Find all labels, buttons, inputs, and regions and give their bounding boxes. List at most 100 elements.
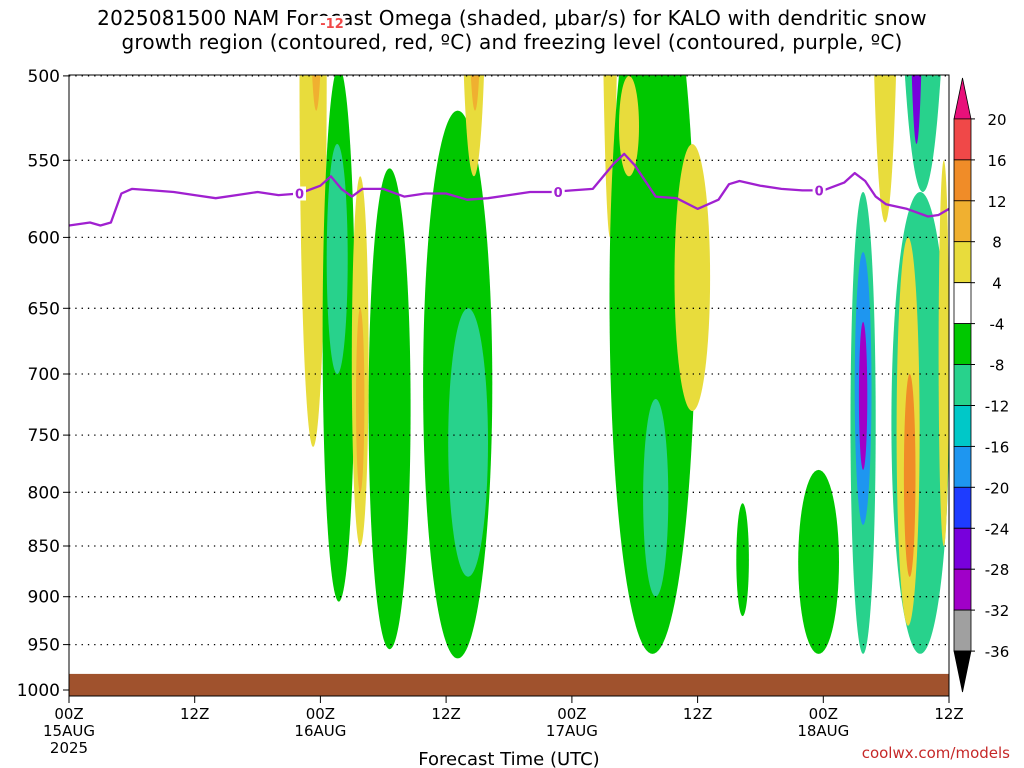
x-tick-label-6-1: 00Z	[809, 705, 838, 723]
contour-label-4: -12	[320, 17, 344, 32]
contour-label-9: 0	[815, 184, 824, 199]
colorbar-label-4: 4	[992, 275, 1002, 293]
chart-title-line-2: growth region (contoured, red, ºC) and f…	[121, 30, 903, 54]
x-tick-label-0-2: 15AUG	[43, 722, 95, 740]
x-tick-label-0-3: 2025	[50, 739, 88, 757]
x-tick-label-1-1: 12Z	[180, 705, 209, 723]
omega-region-19	[609, 75, 696, 654]
y-tick-label-850: 850	[28, 537, 60, 557]
y-tick-label-1000: 1000	[17, 681, 60, 701]
omega-region-25	[874, 75, 897, 223]
omega-region-30	[933, 75, 936, 76]
y-tick-label-750: 750	[28, 426, 60, 446]
omega-region-23	[736, 503, 749, 617]
colorbar-swatch-12	[953, 568, 972, 611]
contour-label-bg-4	[318, 16, 346, 30]
colorbar-swatch-10	[953, 486, 972, 529]
omega-region-8	[326, 144, 348, 374]
credit-text: coolwx.com/models	[861, 744, 1010, 762]
colorbar-label-7: -12	[985, 398, 1010, 416]
colorbar-label-0: 20	[987, 111, 1006, 129]
chart-title-line-1: 2025081500 NAM Forecast Omega (shaded, μ…	[97, 6, 927, 30]
colorbar-swatch-13	[953, 609, 972, 652]
colorbar-label-12: -32	[985, 602, 1010, 620]
omega-region-38	[938, 160, 949, 546]
colorbar-swatch-6	[953, 323, 972, 365]
omega-colorbar: 20 16 12 8 4 -4 -8 -12 -16 -20 -24 -28 -32 -36	[953, 77, 1010, 693]
omega-region-26	[886, 75, 889, 76]
x-tick-label-4-1: 00Z	[557, 705, 586, 723]
x-tick-label-5-1: 12Z	[683, 705, 712, 723]
colorbar-label-3: 8	[992, 234, 1002, 252]
contour-line-0-2	[69, 152, 949, 227]
x-tick-label-3-1: 12Z	[431, 705, 460, 723]
colorbar-label-9: -20	[985, 479, 1010, 497]
omega-region-21	[619, 75, 639, 177]
omega-region-37	[903, 374, 916, 577]
colorbar-label-1: 16	[987, 152, 1006, 170]
omega-region-31	[928, 0, 938, 21]
omega-shading	[299, 0, 949, 659]
y-tick-label-600: 600	[28, 228, 60, 248]
omega-region-11	[368, 168, 411, 650]
contour-label-8: 0	[554, 186, 563, 201]
temperature-contours	[69, 0, 949, 227]
y-tick-label-800: 800	[28, 483, 60, 503]
omega-region-10	[356, 308, 365, 493]
colorbar-label-6: -8	[990, 357, 1005, 375]
contour-label-bg-7	[293, 186, 306, 201]
omega-region-14	[448, 308, 488, 577]
y-axis: 2503003504004505005506006507007508008509…	[17, 67, 69, 701]
y-tick-label-700: 700	[28, 365, 60, 385]
ground-surface	[69, 673, 949, 696]
colorbar-label-8: -16	[985, 438, 1010, 456]
colorbar-swatch-11	[953, 527, 972, 570]
x-tick-label-4-2: 17AUG	[546, 722, 598, 740]
omega-region-16	[470, 75, 480, 111]
colorbar-swatch-1	[953, 118, 972, 161]
chart-title: 2025081500 NAM Forecast Omega (shaded, μ…	[0, 6, 1024, 54]
colorbar-swatch-0	[953, 77, 972, 120]
x-tick-label-2-2: 16AUG	[294, 722, 346, 740]
colorbar-label-13: -36	[985, 643, 1010, 661]
x-tick-label-6-2: 18AUG	[797, 722, 849, 740]
y-tick-label-650: 650	[28, 299, 60, 319]
contour-label-7: 0	[295, 188, 304, 203]
colorbar-swatch-4	[953, 241, 972, 283]
y-tick-label-900: 900	[28, 588, 60, 608]
colorbar-label-5: -4	[990, 316, 1005, 334]
omega-region-34	[858, 321, 868, 470]
omega-region-29	[911, 75, 922, 144]
omega-region-5	[299, 75, 327, 447]
omega-region-15	[463, 75, 484, 177]
omega-region-6	[312, 75, 321, 111]
colorbar-label-10: -24	[985, 520, 1010, 538]
plot-frame	[68, 74, 950, 697]
omega-region-22	[674, 144, 711, 412]
colorbar-swatch-3	[953, 200, 972, 243]
omega-region-12	[415, 75, 417, 76]
x-axis-label: Forecast Time (UTC)	[418, 749, 599, 768]
colorbar-label-11: -28	[985, 561, 1010, 579]
x-tick-label-2-1: 00Z	[306, 705, 335, 723]
colorbar-label-2: 12	[987, 193, 1006, 211]
contour-label-bg-9	[812, 183, 826, 198]
y-tick-label-950: 950	[28, 636, 60, 656]
colorbar-swatch-7	[953, 364, 972, 406]
x-tick-label-7-1: 12Z	[934, 705, 963, 723]
contour-label-bg-8	[551, 185, 565, 199]
omega-region-24	[798, 469, 839, 654]
colorbar-swatch-2	[953, 159, 972, 202]
x-tick-label-0-1: 00Z	[54, 705, 83, 723]
colorbar-swatch-8	[953, 405, 972, 447]
y-tick-label-500: 500	[28, 67, 60, 87]
y-tick-label-550: 550	[28, 151, 60, 171]
colorbar-swatch-5	[953, 282, 972, 325]
omega-region-20	[643, 399, 669, 597]
contour-line--12-1	[69, 0, 949, 45]
colorbar-swatch-14	[953, 650, 972, 693]
colorbar-swatch-9	[953, 445, 972, 488]
